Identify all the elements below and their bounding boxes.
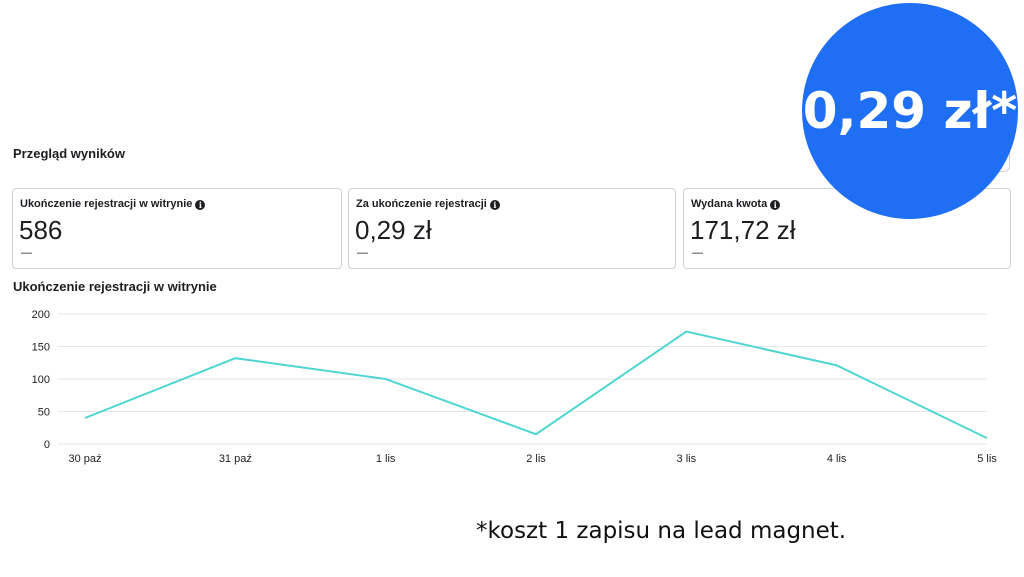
metric-value: 0,29 zł (355, 215, 432, 245)
x-tick-label: 30 paź (68, 453, 101, 465)
data-point[interactable] (682, 328, 690, 336)
data-point[interactable] (532, 430, 540, 438)
data-point[interactable] (81, 414, 89, 422)
y-tick-label: 100 (32, 374, 50, 386)
chart-title: Ukończenie rejestracji w witrynie (13, 279, 217, 294)
x-tick-label: 1 lis (376, 453, 396, 465)
metric-label: Wydana kwota (691, 198, 768, 210)
metric-label: Za ukończenie rejestracji (356, 198, 487, 210)
overview-title: Przegląd wyników (13, 146, 125, 161)
metric-card-cost-per-registration[interactable]: Za ukończenie rejestracji i 0,29 zł — (348, 188, 676, 269)
metric-value: 171,72 zł (690, 215, 796, 245)
x-tick-label: 2 lis (526, 453, 546, 465)
x-tick-label: 5 lis (977, 453, 997, 465)
y-tick-label: 200 (32, 309, 50, 321)
data-point[interactable] (833, 361, 841, 369)
cost-badge: 0,29 zł* (802, 3, 1018, 219)
data-point[interactable] (983, 434, 991, 442)
info-icon[interactable]: i (770, 200, 781, 210)
y-tick-label: 150 (32, 342, 50, 354)
data-point[interactable] (382, 375, 390, 383)
y-tick-label: 50 (38, 407, 50, 419)
metric-card-registrations[interactable]: Ukończenie rejestracji w witrynie i 586 — (12, 188, 342, 269)
metric-label: Ukończenie rejestracji w witrynie (20, 198, 193, 210)
x-tick-label: 4 lis (827, 453, 847, 465)
info-icon[interactable]: i (489, 200, 500, 210)
metric-card-amount-spent[interactable]: Wydana kwota i 171,72 zł — (683, 188, 1011, 269)
data-point[interactable] (231, 354, 239, 362)
metric-value: 586 (19, 215, 63, 245)
metric-change: — (357, 247, 368, 259)
metric-change: — (21, 247, 32, 259)
x-tick-label: 3 lis (677, 453, 697, 465)
metric-change: — (692, 247, 703, 259)
info-icon[interactable]: i (195, 200, 206, 210)
y-tick-label: 0 (44, 439, 50, 451)
line-chart: 0 50 100 150 200 30 paź 31 paź 1 lis 2 lis 3 lis 4… (32, 309, 998, 465)
x-tick-label: 31 paź (219, 453, 252, 465)
series-line (84, 330, 988, 440)
badge-text: 0,29 zł* (802, 82, 1018, 140)
footnote: *koszt 1 zapisu na lead magnet. (476, 518, 847, 544)
